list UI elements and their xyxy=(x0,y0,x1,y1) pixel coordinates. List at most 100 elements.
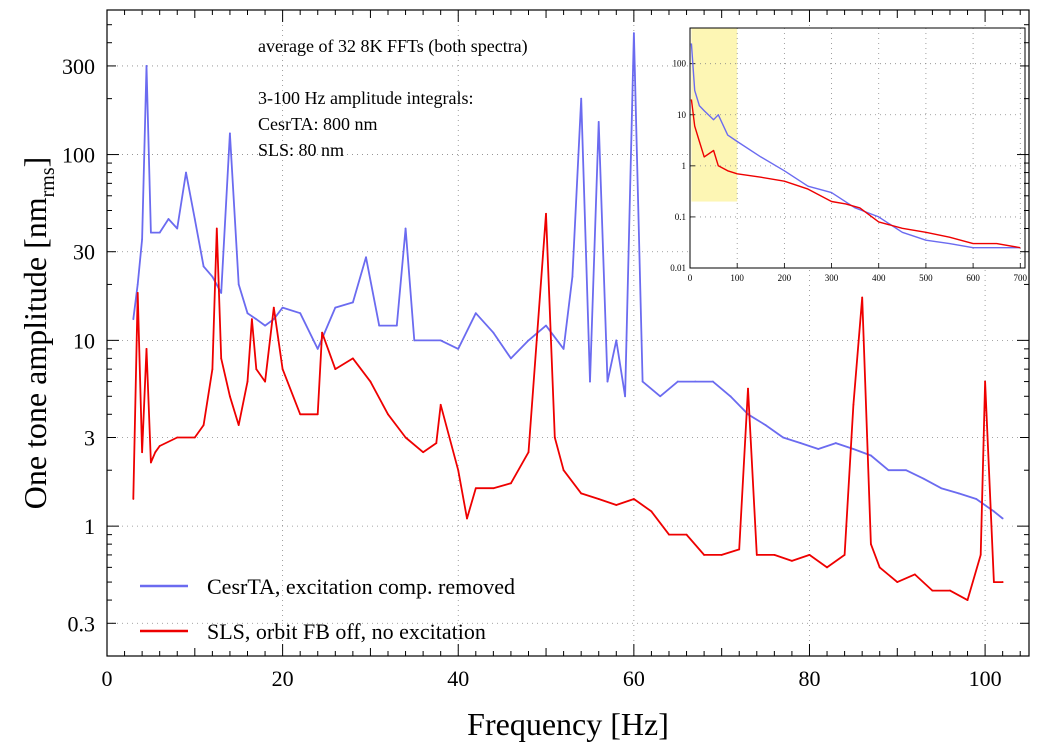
series-1-point-17 xyxy=(255,368,258,371)
series-0-point-55 xyxy=(817,448,820,450)
y-tick-label-1: 1 xyxy=(84,514,95,539)
series-0-point-37 xyxy=(571,275,574,278)
annotation-cesrta: CesrTA: 800 nm xyxy=(258,114,378,134)
inset-y-tick-label-0.1: 0.1 xyxy=(675,212,686,222)
y-axis-title-close: ] xyxy=(17,157,53,168)
series-1-point-27 xyxy=(387,413,389,416)
series-1-point-58 xyxy=(852,403,855,406)
series-1-point-7 xyxy=(176,436,179,439)
legend-label-cesrta: CesrTA, excitation comp. removed xyxy=(207,574,515,599)
series-1-point-55 xyxy=(808,554,811,556)
series-0-point-20 xyxy=(299,312,302,315)
series-1-point-56 xyxy=(826,566,828,569)
series-1-point-24 xyxy=(334,368,337,371)
series-1-point-15 xyxy=(246,380,249,383)
series-0-point-12 xyxy=(220,292,223,294)
series-1-point-20 xyxy=(281,368,284,371)
series-1-point-43 xyxy=(615,504,618,506)
y-axis-title: One tone amplitude [nmrms] xyxy=(17,157,59,510)
series-1-point-36 xyxy=(510,482,512,485)
series-0-point-8 xyxy=(185,171,187,174)
series-1-point-19 xyxy=(272,306,275,309)
y-axis-title-sub: rms xyxy=(37,167,59,197)
series-0-point-15 xyxy=(246,312,249,315)
series-0-point-29 xyxy=(439,339,442,342)
inset-highlight xyxy=(691,28,738,202)
inset-y-tick-label-1: 1 xyxy=(682,161,687,171)
series-1-point-33 xyxy=(466,517,468,520)
series-1-point-68 xyxy=(984,380,986,383)
series-0-point-62 xyxy=(940,487,943,490)
series-0-point-54 xyxy=(799,442,802,444)
series-1-point-65 xyxy=(949,589,951,592)
series-0-point-22 xyxy=(334,306,337,309)
series-0-point-5 xyxy=(158,231,161,234)
series-1-point-18 xyxy=(264,380,266,383)
inset-x-tick-label-300: 300 xyxy=(825,273,839,283)
series-1-point-10 xyxy=(211,368,214,371)
annotation-sls: SLS: 80 nm xyxy=(258,140,344,160)
series-1-point-59 xyxy=(861,296,864,299)
series-0-point-66 xyxy=(1001,517,1004,520)
series-0-point-4 xyxy=(150,231,152,234)
series-1-point-70 xyxy=(1001,581,1004,583)
series-0-point-25 xyxy=(378,324,381,327)
series-0-point-30 xyxy=(457,347,460,350)
series-1-point-8 xyxy=(193,436,196,439)
series-1-point-66 xyxy=(966,599,969,601)
series-1-point-63 xyxy=(913,573,916,576)
series-0-point-58 xyxy=(870,454,872,457)
inset-series-line-0 xyxy=(690,43,1021,249)
series-1-point-11 xyxy=(215,227,218,230)
series-1-point-28 xyxy=(404,436,407,439)
series-0-point-14 xyxy=(237,283,240,286)
series-1-point-37 xyxy=(527,451,530,454)
grid-layer xyxy=(107,10,1029,656)
series-0-point-59 xyxy=(887,469,890,472)
series-0-point-52 xyxy=(764,424,767,426)
series-1-point-12 xyxy=(220,357,223,360)
series-1-point-61 xyxy=(878,566,881,569)
series-1-point-38 xyxy=(545,212,547,215)
series-0-point-1 xyxy=(136,283,139,286)
series-0-point-57 xyxy=(852,448,855,450)
series-1-point-21 xyxy=(299,413,302,416)
series-line-1 xyxy=(132,212,1003,601)
series-0-point-65 xyxy=(992,510,995,513)
series-1-point-44 xyxy=(632,498,635,500)
series-0-point-61 xyxy=(922,477,925,480)
series-0-point-28 xyxy=(413,339,416,342)
series-0-point-24 xyxy=(365,256,367,259)
series-1-point-30 xyxy=(435,442,438,444)
series-1-point-46 xyxy=(668,533,670,536)
series-0-point-49 xyxy=(711,380,714,383)
plot-frame xyxy=(106,9,1030,657)
series-1-point-62 xyxy=(896,581,899,583)
series-1-point-52 xyxy=(755,554,758,556)
inset-x-tick-label-500: 500 xyxy=(919,273,933,283)
series-0-point-9 xyxy=(193,218,196,220)
series-0-point-26 xyxy=(395,324,398,327)
series-1-point-42 xyxy=(597,498,600,500)
series-1-point-1 xyxy=(136,292,139,294)
series-0-point-47 xyxy=(676,380,679,383)
series-1-point-47 xyxy=(685,533,688,536)
series-0-point-27 xyxy=(404,227,407,230)
series-1-point-45 xyxy=(650,510,653,513)
x-tick-label-100: 100 xyxy=(969,666,1002,691)
series-0-point-53 xyxy=(782,436,785,439)
annotation-fft: average of 32 8K FFTs (both spectra) xyxy=(258,36,528,57)
series-0-point-3 xyxy=(145,65,148,67)
inset-y-tick-label-0.01: 0.01 xyxy=(670,263,686,273)
series-0-point-34 xyxy=(527,339,530,342)
annotation-integrals: 3-100 Hz amplitude integrals: xyxy=(258,88,473,108)
series-1-point-14 xyxy=(237,424,240,426)
series-1-point-13 xyxy=(229,395,231,398)
legend: CesrTA, excitation comp. removed SLS, or… xyxy=(140,574,515,644)
series-0-point-42 xyxy=(615,339,618,342)
series-1-point-25 xyxy=(351,357,354,360)
series-1-point-49 xyxy=(720,554,723,556)
y-axis-title-main: One tone amplitude [nm xyxy=(17,197,53,509)
series-0-point-60 xyxy=(905,469,907,472)
